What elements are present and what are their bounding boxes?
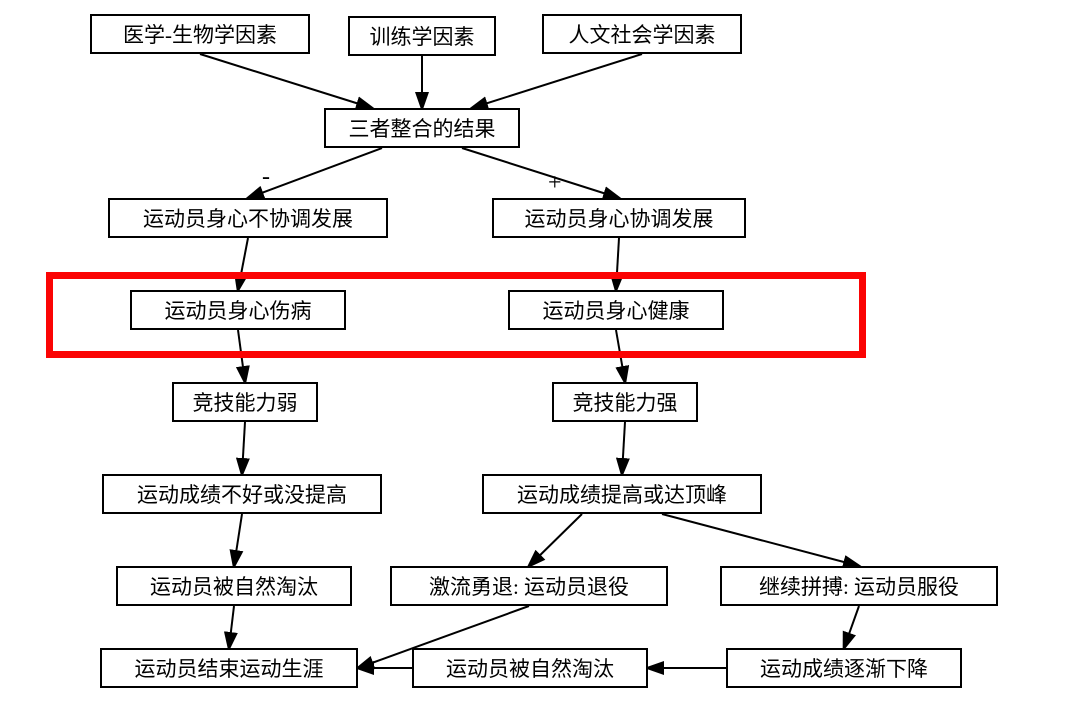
edge-n12-n15 [662,514,859,566]
node-n4: 三者整合的结果 [324,108,520,148]
node-n14: 激流勇退: 运动员退役 [390,566,668,606]
node-label: 竞技能力弱 [193,387,298,417]
node-label: 人文社会学因素 [569,19,716,49]
edge-n7-n9 [238,330,245,382]
node-n13: 运动员被自然淘汰 [116,566,352,606]
edge-n3-n4 [472,54,642,108]
node-n16: 运动员结束运动生涯 [100,648,358,688]
node-label: 运动员结束运动生涯 [135,653,324,683]
node-label: 运动成绩不好或没提高 [137,479,347,509]
node-label: 三者整合的结果 [349,113,496,143]
node-label: 运动员身心伤病 [165,295,312,325]
node-n9: 竞技能力弱 [172,382,318,422]
node-n2: 训练学因素 [348,16,496,56]
node-n1: 医学-生物学因素 [90,14,310,54]
flowchart-canvas: 医学-生物学因素训练学因素人文社会学因素三者整合的结果运动员身心不协调发展运动员… [0,0,1074,702]
edge-n11-n13 [234,514,242,566]
edge-n13-n16 [229,606,234,648]
edge-n10-n12 [622,422,625,474]
node-n7: 运动员身心伤病 [130,290,346,330]
node-label: 运动成绩逐渐下降 [760,653,928,683]
node-label: 运动员被自然淘汰 [150,571,318,601]
branch-label-plus: + [548,170,562,197]
node-n8: 运动员身心健康 [508,290,724,330]
node-label: 医学-生物学因素 [123,19,277,49]
node-label: 激流勇退: 运动员退役 [429,571,629,601]
edge-n15-n18 [844,606,859,648]
edge-n9-n11 [242,422,245,474]
node-label: 运动员被自然淘汰 [446,653,614,683]
node-n5: 运动员身心不协调发展 [108,198,388,238]
node-n12: 运动成绩提高或达顶峰 [482,474,762,514]
node-n18: 运动成绩逐渐下降 [726,648,962,688]
edge-n4-n6 [462,148,619,198]
node-label: 训练学因素 [370,21,475,51]
node-label: 继续拼搏: 运动员服役 [759,571,959,601]
edge-n12-n14 [529,514,582,566]
node-n11: 运动成绩不好或没提高 [102,474,382,514]
node-label: 竞技能力强 [573,387,678,417]
node-n10: 竞技能力强 [552,382,698,422]
node-n17: 运动员被自然淘汰 [412,648,648,688]
node-n6: 运动员身心协调发展 [492,198,746,238]
edge-n6-n8 [616,238,619,290]
node-label: 运动员身心协调发展 [525,203,714,233]
edge-n5-n7 [238,238,248,290]
branch-label-minus: - [262,164,270,191]
node-label: 运动成绩提高或达顶峰 [517,479,727,509]
node-n15: 继续拼搏: 运动员服役 [720,566,998,606]
node-label: 运动员身心健康 [543,295,690,325]
node-label: 运动员身心不协调发展 [143,203,353,233]
edge-n1-n4 [200,54,372,108]
edge-n8-n10 [616,330,625,382]
node-n3: 人文社会学因素 [542,14,742,54]
